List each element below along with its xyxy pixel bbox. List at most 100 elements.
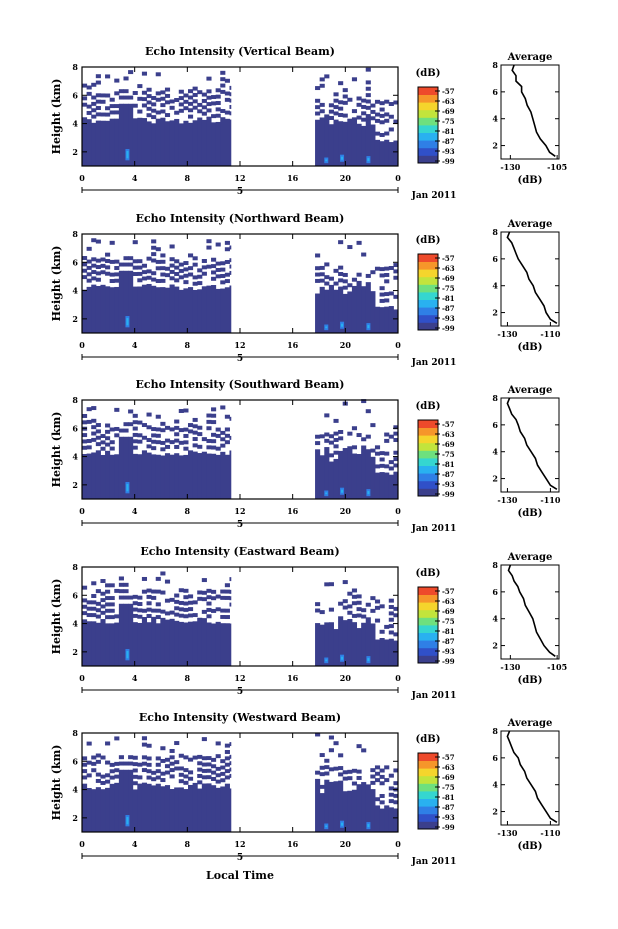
colorbar-unit: (dB) [416,734,441,745]
echo-cell [379,637,385,666]
avg-y-tick-label: 8 [492,227,498,237]
echo-cell [197,90,203,95]
colorbar-tick-label: -99 [442,823,455,832]
echo-cell [137,783,143,832]
colorbar-tick-label: -81 [442,627,455,636]
echo-cell [211,439,217,444]
echo-cell [379,451,385,456]
echo-cell [146,614,152,618]
echo-cell [123,262,129,267]
x-axis-label: Local Time [206,869,274,882]
echo-cell [384,639,390,666]
echo-cell [151,770,157,775]
panel-1: Echo Intensity (Northward Beam) 2 4 6 8 0 4 8 12… [50,212,561,368]
colorbar-swatch [418,783,438,792]
echo-cell [374,639,381,666]
echo-cell [91,101,97,106]
echo-cell [137,420,143,425]
echo-cell [109,623,115,666]
echo-cell [105,741,111,746]
echo-cell [187,89,194,94]
colorbar-swatch [418,427,438,436]
echo-cell [388,624,394,629]
echo-cell [169,99,175,104]
echo-cell [132,774,138,779]
echo-cell [169,748,175,753]
echo-cell [174,612,180,617]
colorbar-tick-label: -81 [442,127,455,136]
echo-cell [324,74,330,79]
echo-cell [324,432,330,437]
echo-cell [86,773,92,778]
echo-cell [95,614,101,619]
echo-cell [146,412,152,417]
echo-cell [319,286,325,333]
echo-cell [137,259,143,264]
avg-profile-line [507,564,556,657]
echo-cell [192,86,198,91]
date-label: Jan 2011 [411,191,457,201]
echo-cell [164,598,171,603]
echo-cell [347,604,353,609]
echo-cell [146,588,152,593]
echo-cell [86,286,92,333]
echo-cell [114,761,120,766]
panel-2: Echo Intensity (Southward Beam) 2 4 6 8 0 4 8 12… [50,378,561,534]
echo-cell [123,769,129,832]
colorbar-tick-label: -93 [442,480,455,489]
echo-cell [229,258,232,263]
echo-cell [105,602,111,607]
echo-cell [86,265,92,270]
echo-cell [174,272,180,276]
echo-cell [114,782,120,832]
echo-cell [146,275,152,280]
colorbar-tick-label: -81 [442,294,455,303]
echo-cell [315,253,321,258]
echo-cell [137,602,143,606]
x-tick-label: 0 [395,173,401,183]
echo-cell [192,451,198,499]
echo-cell [328,434,334,439]
echo-cell [201,286,207,333]
echo-cell [197,767,203,772]
avg-title: Average [507,219,553,230]
echo-cell [224,97,230,102]
echo-cell [315,86,321,91]
echo-cell [151,433,157,438]
y-tick-label: 8 [72,728,78,738]
echo-cell [347,431,353,436]
echo-cell [109,608,115,613]
echo-cell [220,83,226,88]
echo-cell [174,278,180,283]
echo-cell [114,91,120,96]
echo-cell [319,610,325,615]
echo-cell [379,307,385,333]
echo-cell [105,112,111,117]
echo-cell [169,276,175,281]
colorbar-tick-label: -57 [442,587,455,596]
echo-cell [95,450,101,499]
echo-cell [220,778,226,783]
echo-cell [160,428,166,433]
echo-cell [118,595,124,600]
echo-cell [169,610,175,615]
echo-cell [215,242,221,247]
echo-cell [224,595,230,600]
echo-cell [137,109,143,114]
echo-cell [95,442,101,447]
echo-cell [324,622,330,666]
echo-cell [319,117,325,166]
colorbar-tick-label: -75 [442,117,455,126]
echo-cell [201,783,207,832]
echo-cell [374,472,381,499]
echo-cell [123,422,129,427]
echo-cell [315,278,321,283]
echo-cell [379,273,385,278]
echo-cell [82,769,88,774]
x-tick-label: 0 [79,673,85,683]
x-tick-label: 4 [132,506,138,516]
echo-spot-core [341,323,344,327]
x-tick-label: 8 [185,173,191,183]
echo-cell [328,276,334,281]
echo-cell [146,783,152,832]
